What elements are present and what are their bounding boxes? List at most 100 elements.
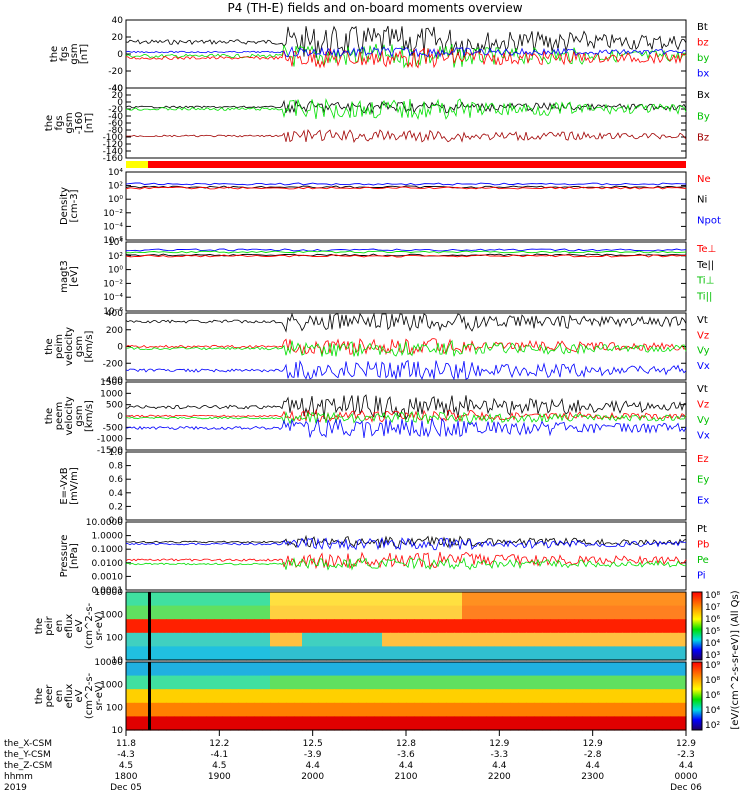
spectrogram-cell	[278, 592, 287, 607]
y-tick-label: -400	[103, 376, 124, 386]
legend-entry: Pe	[697, 555, 709, 566]
spectrogram-cell	[342, 619, 351, 634]
spectrogram-cell	[406, 592, 415, 607]
spectrogram-cell	[654, 592, 663, 607]
spectrogram-cell	[654, 675, 663, 690]
spectrogram-cell	[318, 632, 327, 647]
spectrogram-cell	[446, 646, 455, 661]
spectrogram-cell	[238, 675, 247, 690]
spectrogram-cell	[142, 675, 151, 690]
spectrogram-cell	[286, 689, 295, 704]
spectrogram-cell	[310, 662, 319, 677]
y-tick-label: 0	[117, 343, 123, 353]
spectrogram-cell	[646, 592, 655, 607]
spectrogram-cell	[262, 592, 271, 607]
spectrogram-cell	[422, 675, 431, 690]
spectrogram-cell	[270, 619, 279, 634]
spectrogram-cell	[518, 702, 527, 717]
spectrogram-cell	[158, 619, 167, 634]
spectrogram-cell	[502, 632, 511, 647]
spectrogram-cell	[518, 646, 527, 661]
spectrogram-cell	[246, 632, 255, 647]
y-tick-label: -1000	[97, 435, 123, 445]
spectrogram-cell	[454, 632, 463, 647]
spectrogram-cell	[142, 662, 151, 677]
colorbar-upper	[691, 591, 703, 661]
spectrogram-cell	[542, 632, 551, 647]
y-tick-label: -140	[103, 147, 124, 157]
spectrogram-cell	[630, 592, 639, 607]
spectrogram-cell	[526, 592, 535, 607]
spectrogram-cell	[526, 662, 535, 677]
spectrogram-cell	[678, 689, 687, 704]
spectrogram-cell	[630, 646, 639, 661]
spectrogram-cell	[510, 605, 519, 620]
spectrogram-cell	[406, 675, 415, 690]
spectrogram-cell	[390, 716, 399, 731]
x-tick-label: 12.9	[676, 739, 696, 749]
spectrogram-cell	[126, 605, 135, 620]
spectrogram-cell	[470, 662, 479, 677]
spectrogram-cell	[478, 632, 487, 647]
spectrogram-cell	[534, 592, 543, 607]
spectrogram-cell	[326, 646, 335, 661]
spectrogram-cell	[302, 619, 311, 634]
spectrogram-cell	[310, 632, 319, 647]
spectrogram-cell	[494, 716, 503, 731]
spectrogram-cell	[678, 646, 687, 661]
spectrogram-cell	[438, 662, 447, 677]
vx-line	[125, 417, 687, 439]
spectrogram-cell	[342, 689, 351, 704]
orbit-bar-yellow	[126, 161, 148, 168]
spectrogram-cell	[622, 716, 631, 731]
spectrogram-cell	[638, 689, 647, 704]
x-tick-label: 4.4	[306, 761, 321, 771]
y-tick-label: 0.6	[109, 475, 124, 485]
spectrogram-cell	[366, 675, 375, 690]
spectrogram-cell	[558, 605, 567, 620]
spectrogram-cell	[326, 605, 335, 620]
spectrogram-cell	[590, 716, 599, 731]
spectrogram-cell	[454, 662, 463, 677]
spectrogram-cell	[502, 716, 511, 731]
y-axis-label: peer	[44, 684, 55, 708]
spectrogram-cell	[534, 702, 543, 717]
spectrogram-cell	[326, 675, 335, 690]
spectrogram-cell	[214, 716, 223, 731]
spectrogram-cell	[350, 605, 359, 620]
y-tick-label: 400	[106, 309, 123, 319]
spectrogram-cell	[246, 689, 255, 704]
spectrogram-cell	[430, 605, 439, 620]
spectrogram-cell	[150, 689, 159, 704]
spectrogram-cell	[358, 675, 367, 690]
colorbar-tick-label: 10³	[705, 651, 720, 661]
spectrogram-cell	[318, 662, 327, 677]
y-tick-label: 1500	[100, 378, 123, 388]
spectrogram-cell	[286, 632, 295, 647]
spectrogram-cell	[598, 592, 607, 607]
spectrogram-cell	[294, 675, 303, 690]
legend-entry: Vt	[697, 384, 708, 395]
spectrogram-cell	[670, 646, 679, 661]
spectrogram-cell	[358, 632, 367, 647]
spectrogram-cell	[462, 632, 471, 647]
y-tick-label: 10000	[94, 658, 123, 668]
y-axis-label: gsm	[64, 112, 75, 133]
spectrogram-cell	[254, 689, 263, 704]
spectrogram-cell	[302, 675, 311, 690]
spectrogram-cell	[638, 592, 647, 607]
spectrogram-cell	[286, 619, 295, 634]
spectrogram-cell	[190, 675, 199, 690]
spectrogram-cell	[566, 662, 575, 677]
spectrogram-cell	[494, 632, 503, 647]
spectrogram-cell	[150, 675, 159, 690]
spectrogram-cell	[438, 702, 447, 717]
spectrogram-cell	[638, 675, 647, 690]
spectrogram-cell	[358, 716, 367, 731]
spectrogram-cell	[246, 605, 255, 620]
spectrogram-cell	[550, 716, 559, 731]
spectrogram-cell	[470, 675, 479, 690]
spectrogram-cell	[182, 592, 191, 607]
spectrogram-cell	[174, 716, 183, 731]
spectrogram-cell	[342, 716, 351, 731]
